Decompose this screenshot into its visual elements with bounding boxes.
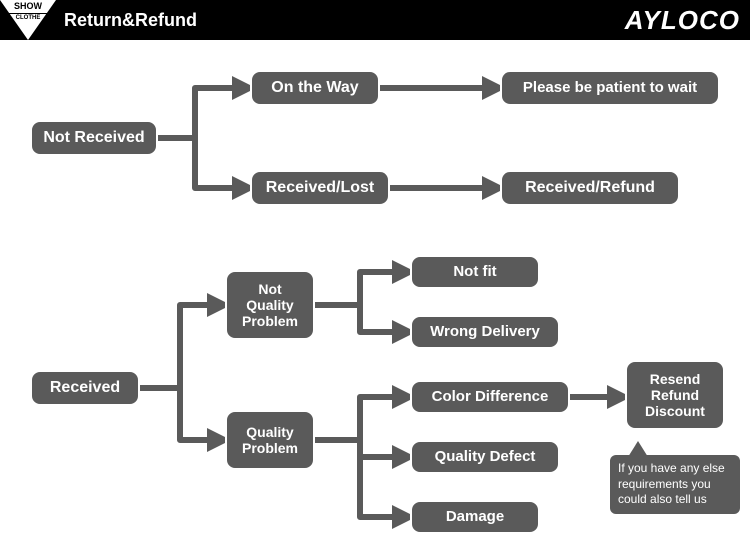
- connector: [140, 388, 225, 440]
- brand-name: AYLOCO: [625, 5, 740, 36]
- node-received-lost: Received/Lost: [250, 170, 390, 206]
- node-quality: Quality Problem: [225, 410, 315, 470]
- logo-top: SHOW: [4, 2, 52, 12]
- node-quality-defect: Quality Defect: [410, 440, 560, 474]
- connector: [158, 138, 250, 188]
- logo-text: SHOW CLOTHE: [4, 2, 52, 21]
- node-patient: Please be patient to wait: [500, 70, 720, 106]
- node-received-refund: Received/Refund: [500, 170, 680, 206]
- header: SHOW CLOTHE Return&Refund AYLOCO: [0, 0, 750, 40]
- node-received: Received: [30, 370, 140, 406]
- logo-bottom: CLOTHE: [4, 13, 52, 22]
- flowchart-canvas: Not Received On the Way Please be patient …: [0, 40, 750, 559]
- node-color-diff: Color Difference: [410, 380, 570, 414]
- node-resend: Resend Refund Discount: [625, 360, 725, 430]
- node-on-the-way: On the Way: [250, 70, 380, 106]
- connector: [315, 440, 410, 517]
- logo-triangle-icon: SHOW CLOTHE: [0, 0, 56, 40]
- node-damage: Damage: [410, 500, 540, 534]
- node-wrong-delivery: Wrong Delivery: [410, 315, 560, 349]
- connector: [315, 397, 410, 440]
- callout-note: If you have any else requirements you co…: [610, 455, 740, 514]
- connector: [315, 272, 410, 305]
- node-not-quality: Not Quality Problem: [225, 270, 315, 340]
- node-not-received: Not Received: [30, 120, 158, 156]
- logo-block: SHOW CLOTHE Return&Refund: [0, 0, 197, 40]
- connector: [140, 305, 225, 388]
- page-title: Return&Refund: [64, 10, 197, 31]
- connector: [315, 305, 410, 332]
- connector: [315, 440, 410, 457]
- connector: [158, 88, 250, 138]
- node-not-fit: Not fit: [410, 255, 540, 289]
